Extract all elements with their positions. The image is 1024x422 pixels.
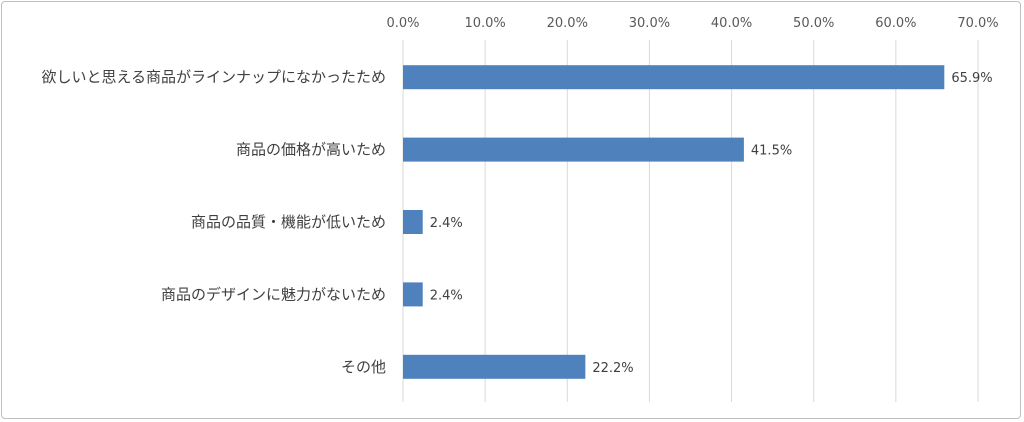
data-label: 41.5% (751, 144, 792, 159)
bar (403, 210, 423, 234)
bar (403, 282, 423, 307)
x-tick-label: 40.0% (711, 16, 752, 31)
bar (403, 65, 945, 90)
data-label: 65.9% (951, 71, 992, 86)
category-label: 商品の価格が高いため (236, 141, 386, 159)
category-label: 欲しいと思える商品がラインナップになかったため (41, 68, 386, 86)
x-tick-label: 50.0% (793, 16, 834, 31)
x-tick-label: 30.0% (629, 16, 670, 31)
category-label: その他 (341, 358, 386, 376)
x-tick-label: 20.0% (547, 16, 588, 31)
bar (403, 137, 744, 162)
x-tick-label: 60.0% (875, 16, 916, 31)
x-tick-label: 70.0% (957, 16, 998, 31)
category-label: 商品のデザインに魅力がないため (161, 285, 386, 303)
bar (403, 354, 586, 379)
x-tick-label: 10.0% (464, 16, 505, 31)
data-label: 2.4% (430, 216, 463, 231)
data-label: 2.4% (430, 288, 463, 303)
category-label: 商品の品質・機能が低いため (191, 213, 386, 231)
x-tick-label: 0.0% (386, 16, 419, 31)
data-label: 22.2% (592, 361, 633, 376)
